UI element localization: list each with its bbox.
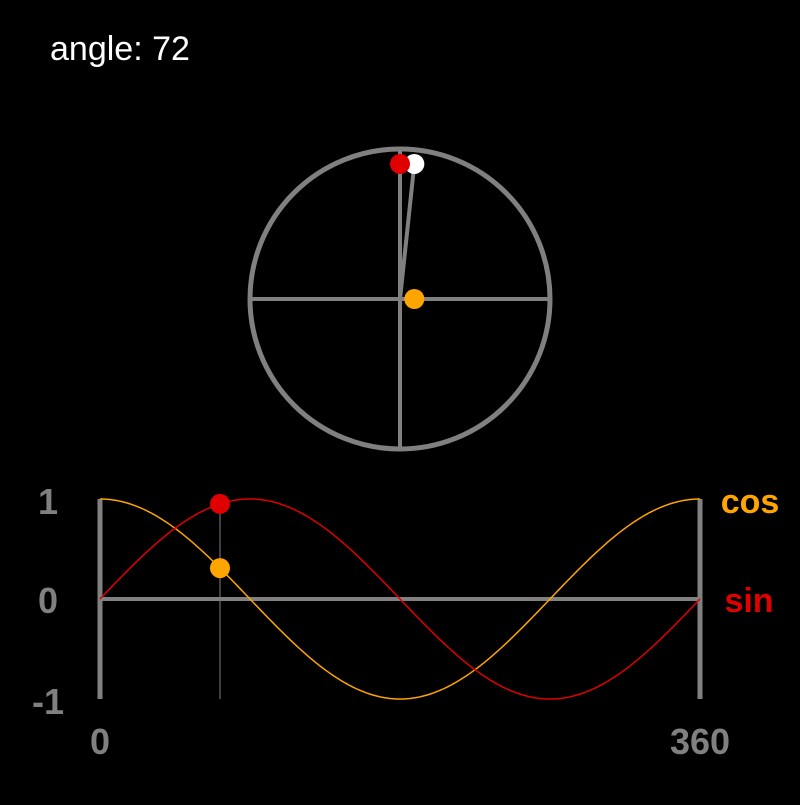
sin-curve (99, 498, 701, 700)
angle-readout: angle: 72 (50, 30, 190, 69)
x-tick-label-end: 360 (670, 721, 730, 762)
angle-value: 72 (152, 30, 190, 68)
graph-cosine-marker (210, 558, 230, 579)
y-tick-label-bottom: -1 (32, 681, 64, 722)
wave-graph: 1 0 -1 0 360 cos sin (32, 481, 779, 762)
cos-curve (99, 498, 701, 700)
unit-circle (247, 146, 553, 452)
legend-cos: cos (721, 483, 780, 521)
y-tick-label-top: 1 (38, 481, 58, 522)
legend-sin: sin (724, 582, 773, 620)
cosine-marker (404, 289, 425, 309)
angle-label: angle: (50, 30, 143, 68)
angle-point[interactable] (404, 153, 425, 174)
radius-line[interactable] (398, 163, 417, 300)
graph-sine-marker (210, 493, 230, 514)
sine-marker (390, 153, 410, 174)
y-tick-label-middle: 0 (38, 580, 58, 621)
x-tick-label-start: 0 (90, 721, 110, 762)
